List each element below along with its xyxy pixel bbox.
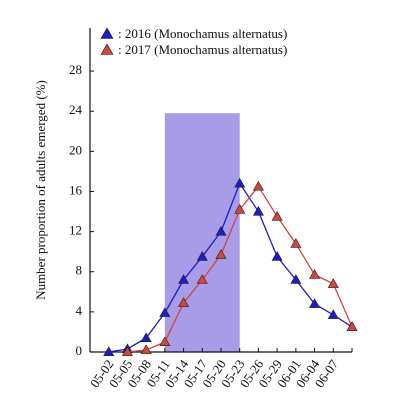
point-marker (178, 274, 190, 284)
y-axis-label: Number proportion of adults emerged (%) (33, 80, 48, 300)
point-marker (215, 225, 227, 236)
point-marker (271, 210, 283, 221)
y-tick-label: 12 (69, 223, 82, 238)
point-marker (159, 336, 171, 347)
point-marker (252, 205, 264, 216)
legend-marker (100, 27, 114, 39)
point-marker (215, 249, 227, 259)
point-marker (309, 298, 321, 308)
legend-label: : 2017 (Monochamus alternatus) (118, 42, 287, 57)
point-marker (290, 274, 302, 284)
point-marker (121, 346, 133, 357)
point-marker (234, 177, 246, 188)
point-marker (140, 332, 152, 343)
point-marker (309, 269, 321, 279)
legend-marker (100, 43, 114, 55)
y-tick-label: 24 (69, 102, 83, 117)
point-marker (271, 251, 283, 261)
y-tick-label: 28 (69, 62, 82, 77)
point-marker (327, 278, 339, 288)
y-tick-label: 8 (76, 263, 83, 278)
highlight-region (164, 113, 240, 352)
point-marker (196, 251, 208, 261)
point-marker (290, 238, 302, 248)
y-tick-label: 20 (69, 142, 82, 157)
point-marker (140, 344, 152, 355)
point-marker (178, 297, 190, 307)
point-marker (234, 203, 246, 214)
series-line (108, 182, 353, 353)
y-tick-label: 0 (76, 343, 83, 358)
legend-label: : 2016 (Monochamus alternatus) (118, 26, 287, 41)
point-marker (196, 274, 208, 284)
point-marker (346, 321, 358, 331)
y-tick-label: 4 (76, 303, 83, 318)
point-marker (103, 346, 115, 357)
point-marker (327, 309, 339, 319)
y-tick-label: 16 (69, 182, 83, 197)
point-marker (252, 180, 264, 191)
point-marker (159, 307, 171, 317)
